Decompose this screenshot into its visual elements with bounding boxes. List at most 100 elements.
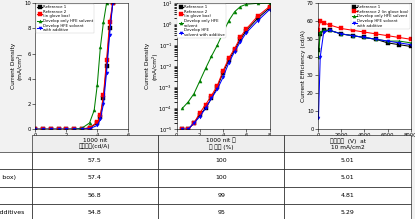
Reference 1 <box>318 33 323 35</box>
Reference 1 <box>33 128 38 131</box>
Reference 1 <box>41 128 46 131</box>
Reference 2
(in glove box) <box>64 128 69 131</box>
Reference 1 <box>180 128 185 131</box>
Legend: Reference 1, Reference 2
(in glove box), Develop only HFE solvent, Develop HFE s: Reference 1, Reference 2 (in glove box),… <box>36 4 94 33</box>
Develop only HFE solvent <box>98 46 103 49</box>
Line: Develop HFE solvent
with additive: Develop HFE solvent with additive <box>317 29 413 120</box>
Develop HFE solvent
with additive <box>79 128 84 131</box>
Y-axis label: Current Density
(mA/cm²): Current Density (mA/cm²) <box>11 43 23 89</box>
Develop HFE
solvent with additive <box>191 122 196 124</box>
Reference 2
(in glove box) <box>256 15 261 17</box>
Develop only HFE
solvent <box>197 80 202 82</box>
Line: Reference 1: Reference 1 <box>317 29 413 52</box>
Develop only HFE solvent <box>33 128 38 131</box>
Reference 2
(in glove box) <box>227 57 232 59</box>
Reference 2
(in glove box) <box>244 28 249 30</box>
Reference 1 <box>374 38 378 41</box>
Reference 2
(in glove box) <box>180 128 185 131</box>
Develop HFE solvent
with additive <box>41 128 46 131</box>
Line: Develop only HFE
solvent: Develop only HFE solvent <box>181 2 271 110</box>
Reference 2 (in glove box) <box>318 20 323 23</box>
Develop only HFE solvent <box>71 128 76 131</box>
Reference 2
(in glove box) <box>221 70 226 72</box>
Reference 2
(in glove box) <box>56 128 61 131</box>
Reference 1 <box>238 38 243 40</box>
Line: Develop HFE solvent
with additive: Develop HFE solvent with additive <box>34 2 114 131</box>
Line: Reference 2 (in glove box): Reference 2 (in glove box) <box>317 20 413 41</box>
Develop HFE
solvent with additive <box>221 76 226 79</box>
Reference 2
(in glove box) <box>98 114 103 117</box>
Reference 2
(in glove box) <box>95 121 100 124</box>
Reference 1 <box>56 128 61 131</box>
Reference 1 <box>232 49 237 51</box>
Develop only HFE solvent <box>87 122 92 124</box>
Reference 2
(in glove box) <box>110 2 115 5</box>
Develop HFE
solvent with additive <box>209 97 214 100</box>
Develop only HFE solvent <box>385 40 390 42</box>
Reference 1 <box>191 122 196 124</box>
Develop only HFE solvent <box>92 109 97 112</box>
Reference 1 <box>397 43 402 46</box>
Develop only HFE solvent <box>321 29 326 32</box>
Develop HFE solvent
with additive <box>87 127 92 130</box>
Reference 2
(in glove box) <box>238 36 243 38</box>
Develop only HFE solvent <box>350 34 355 37</box>
Develop HFE solvent
with additive <box>71 128 76 131</box>
Reference 1 <box>98 115 103 118</box>
Line: Develop only HFE solvent: Develop only HFE solvent <box>317 29 413 59</box>
Reference 1 <box>316 49 321 51</box>
Develop only HFE solvent <box>56 128 61 131</box>
Reference 1 <box>227 59 232 61</box>
Reference 2 (in glove box) <box>397 36 402 39</box>
Reference 1 <box>79 128 84 130</box>
Develop only HFE
solvent <box>191 92 196 95</box>
Y-axis label: Current Density
(mA/cm²): Current Density (mA/cm²) <box>145 43 157 89</box>
Develop HFE
solvent with additive <box>232 50 237 53</box>
Reference 2 (in glove box) <box>321 22 326 24</box>
Develop HFE solvent
with additive <box>408 43 413 46</box>
Reference 2 (in glove box) <box>327 24 332 26</box>
Reference 1 <box>186 128 190 131</box>
Develop only HFE
solvent <box>186 101 190 103</box>
Line: Develop only HFE solvent: Develop only HFE solvent <box>34 2 108 131</box>
Reference 2
(in glove box) <box>232 47 237 50</box>
Develop HFE solvent
with additive <box>64 128 69 131</box>
Develop HFE
solvent with additive <box>180 128 185 131</box>
Y-axis label: Current Efficiency (cd/A): Current Efficiency (cd/A) <box>300 30 305 102</box>
Reference 2 (in glove box) <box>374 33 378 35</box>
Reference 2 (in glove box) <box>339 27 344 30</box>
Reference 2
(in glove box) <box>191 122 196 124</box>
Develop HFE
solvent with additive <box>256 19 261 22</box>
Develop only HFE solvent <box>327 29 332 32</box>
Develop HFE solvent
with additive <box>104 71 109 74</box>
Reference 2
(in glove box) <box>101 94 106 97</box>
Reference 2
(in glove box) <box>267 5 272 8</box>
Reference 1 <box>107 27 112 30</box>
Develop HFE
solvent with additive <box>244 31 249 34</box>
Develop only HFE solvent <box>318 31 323 33</box>
Reference 1 <box>221 71 226 74</box>
Reference 1 <box>256 17 261 19</box>
Develop HFE solvent
with additive <box>397 42 402 44</box>
Develop HFE
solvent with additive <box>203 107 208 110</box>
Develop only HFE
solvent <box>227 19 232 22</box>
Develop only HFE solvent <box>104 2 109 5</box>
Develop HFE solvent
with additive <box>362 36 367 39</box>
Line: Reference 2
(in glove box): Reference 2 (in glove box) <box>34 2 114 131</box>
Develop HFE solvent
with additive <box>98 118 103 120</box>
Reference 2
(in glove box) <box>79 128 84 130</box>
Develop only HFE solvent <box>48 128 53 131</box>
Reference 1 <box>408 45 413 48</box>
Develop HFE solvent
with additive <box>339 33 344 35</box>
Reference 2
(in glove box) <box>33 128 38 131</box>
Reference 1 <box>362 36 367 39</box>
Reference 2
(in glove box) <box>186 128 190 131</box>
Reference 2
(in glove box) <box>107 21 112 23</box>
Develop only HFE
solvent <box>256 2 261 5</box>
Reference 1 <box>321 29 326 32</box>
Reference 2 (in glove box) <box>408 38 413 41</box>
Develop only HFE solvent <box>95 84 100 87</box>
Develop only HFE solvent <box>374 38 378 41</box>
Reference 2
(in glove box) <box>71 128 76 131</box>
X-axis label: Voltage (V): Voltage (V) <box>66 140 98 145</box>
